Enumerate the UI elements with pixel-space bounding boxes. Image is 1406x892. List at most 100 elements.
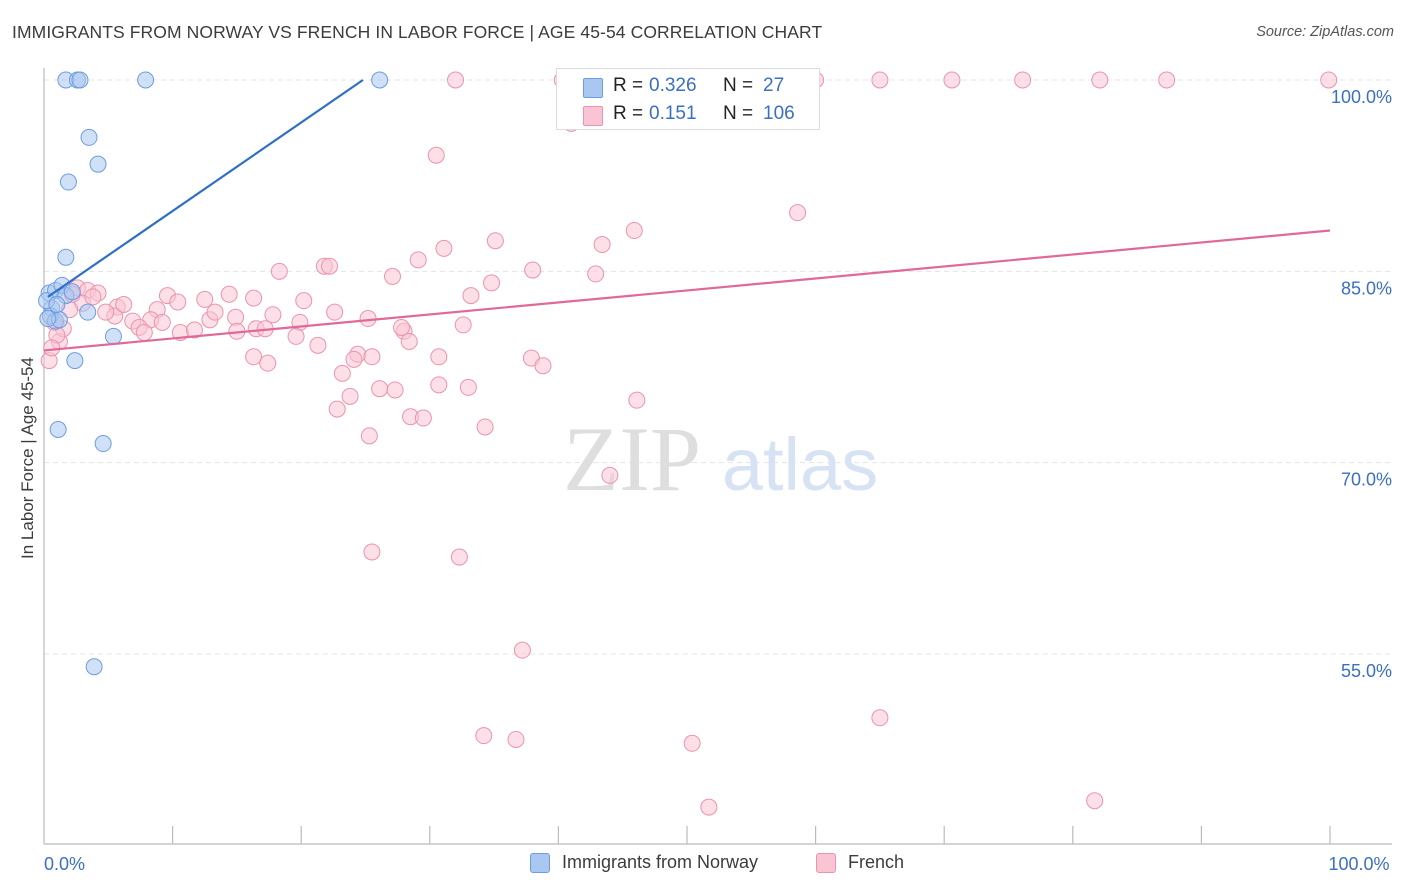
y-tick-label: 85.0% bbox=[1341, 278, 1392, 298]
point-french bbox=[450, 548, 468, 566]
point-french bbox=[185, 321, 203, 339]
point-french bbox=[169, 293, 187, 311]
point-french bbox=[345, 350, 363, 368]
grid-lines bbox=[44, 79, 1392, 655]
stats-n-value: 106 bbox=[763, 103, 795, 124]
point-french bbox=[393, 318, 411, 336]
legend-label-french: French bbox=[848, 852, 905, 872]
stats-row-french: R = 0.151 N = 106 bbox=[557, 101, 819, 129]
point-french bbox=[462, 287, 480, 305]
point-french bbox=[227, 308, 245, 326]
point-french bbox=[475, 727, 493, 745]
legend-item-norway[interactable]: Immigrants from Norway bbox=[530, 852, 758, 873]
stats-n-value: 27 bbox=[763, 75, 785, 96]
y-axis-title: In Labor Force | Age 45-54 bbox=[18, 357, 37, 559]
point-french bbox=[486, 232, 504, 250]
point-french bbox=[43, 339, 61, 357]
point-norway bbox=[49, 421, 67, 439]
point-french bbox=[359, 310, 377, 328]
point-french bbox=[430, 376, 448, 394]
point-french bbox=[601, 466, 619, 484]
stats-r-value: 0.151 bbox=[649, 103, 697, 124]
x-tick-label: 100.0% bbox=[1328, 854, 1389, 874]
legend-swatch-norway bbox=[530, 852, 550, 873]
trend-line-norway bbox=[47, 79, 364, 298]
stats-n-label: N = bbox=[723, 103, 754, 124]
axes bbox=[43, 68, 1392, 845]
point-french bbox=[1320, 71, 1338, 89]
legend-label-norway: Immigrants from Norway bbox=[562, 852, 759, 872]
point-french bbox=[524, 261, 542, 279]
point-french bbox=[84, 288, 102, 306]
point-norway bbox=[39, 310, 57, 328]
y-tick-label: 100.0% bbox=[1331, 87, 1392, 107]
x-tick-label: 0.0% bbox=[44, 854, 85, 874]
point-norway bbox=[85, 658, 103, 676]
point-french bbox=[1091, 71, 1109, 89]
legend-item-french[interactable]: French bbox=[816, 852, 904, 873]
point-french bbox=[683, 734, 701, 752]
point-french bbox=[593, 236, 611, 254]
point-french bbox=[206, 303, 224, 321]
point-french bbox=[97, 303, 115, 321]
stats-row-norway: R = 0.326 N = 27 bbox=[557, 73, 819, 101]
point-french bbox=[447, 71, 465, 89]
point-norway bbox=[71, 71, 89, 89]
y-tick-label: 70.0% bbox=[1341, 470, 1392, 490]
point-french bbox=[1158, 71, 1176, 89]
point-norway bbox=[80, 128, 98, 146]
point-norway bbox=[89, 155, 107, 173]
stats-n-label: N = bbox=[723, 75, 754, 96]
bottom-legend: Immigrants from Norway French bbox=[0, 852, 1406, 878]
point-french bbox=[326, 303, 344, 321]
point-french bbox=[400, 332, 418, 350]
point-french bbox=[628, 391, 646, 409]
point-french bbox=[295, 292, 313, 310]
stats-r-value: 0.326 bbox=[649, 75, 697, 96]
point-french bbox=[245, 289, 263, 307]
trend-lines bbox=[43, 79, 1331, 352]
point-french bbox=[789, 204, 807, 222]
y-tick-label: 55.0% bbox=[1341, 661, 1392, 681]
point-french bbox=[386, 381, 404, 399]
point-french bbox=[287, 327, 305, 345]
point-french bbox=[587, 265, 605, 283]
source-label: Source: ZipAtlas.com bbox=[1256, 24, 1394, 40]
point-french bbox=[534, 357, 552, 375]
point-norway bbox=[94, 435, 112, 453]
point-french bbox=[270, 262, 288, 280]
stats-r-label: R = bbox=[613, 103, 644, 124]
point-french bbox=[363, 348, 381, 366]
stats-r-label: R = bbox=[613, 75, 644, 96]
point-french bbox=[476, 418, 494, 436]
point-french bbox=[309, 336, 327, 354]
point-french bbox=[360, 427, 378, 445]
point-french bbox=[1086, 792, 1104, 810]
point-french bbox=[341, 387, 359, 405]
point-french bbox=[507, 730, 525, 748]
point-french bbox=[320, 257, 338, 275]
point-french bbox=[430, 348, 448, 366]
point-french bbox=[371, 380, 389, 398]
point-french bbox=[115, 295, 133, 313]
stats-swatch-norway bbox=[583, 78, 603, 98]
point-french bbox=[333, 364, 351, 382]
stats-legend: R = 0.326 N = 27 R = 0.151 N = 106 bbox=[556, 68, 820, 130]
watermark: ZIP atlas bbox=[563, 408, 878, 510]
point-french bbox=[459, 378, 477, 396]
watermark-atlas: atlas bbox=[722, 423, 878, 506]
point-norway bbox=[79, 303, 97, 321]
point-french bbox=[871, 71, 889, 89]
point-french bbox=[328, 400, 346, 418]
trend-line-french bbox=[43, 229, 1331, 352]
point-french bbox=[943, 71, 961, 89]
tick-labels: 55.0% 70.0% 85.0% 100.0% 0.0% 100.0% bbox=[44, 87, 1392, 874]
point-french bbox=[454, 316, 472, 334]
stats-swatch-french bbox=[583, 106, 603, 126]
point-norway bbox=[137, 71, 155, 89]
point-french bbox=[513, 641, 531, 659]
point-norway bbox=[63, 283, 81, 301]
point-french bbox=[135, 324, 153, 342]
watermark-zip: ZIP bbox=[563, 408, 701, 510]
